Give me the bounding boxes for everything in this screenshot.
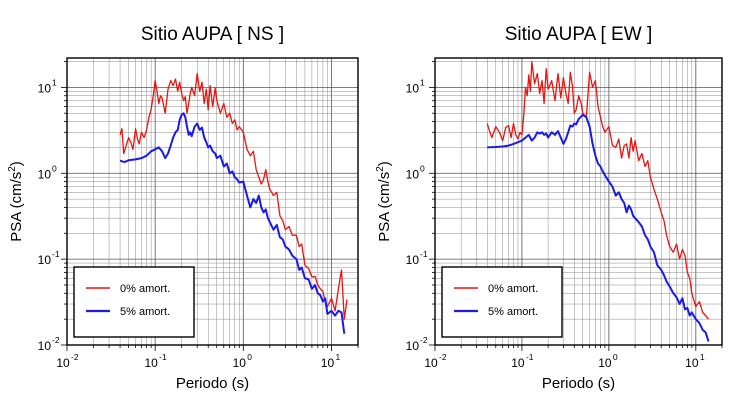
x-tick-label: 10 bbox=[56, 356, 70, 370]
y-tick-exponent: -1 bbox=[52, 249, 60, 259]
series-line-damping-0 bbox=[119, 72, 348, 320]
plot-frame bbox=[66, 57, 359, 346]
chart-title: Sitio AUPA [ NS ] bbox=[141, 24, 284, 45]
x-tick-label: 10 bbox=[424, 356, 438, 370]
y-tick-label: 10 bbox=[406, 253, 420, 267]
y-tick-exponent: -2 bbox=[420, 335, 428, 345]
y-tick-label: 10 bbox=[38, 167, 52, 181]
x-tick-exponent: -1 bbox=[526, 352, 534, 362]
legend: 0% amort. 5% amort. bbox=[73, 266, 195, 338]
grid bbox=[66, 58, 359, 346]
chart-panel-1: Sitio AUPA [ NS ]10 -2 10 -1 10 0 10 110 -210 -11… bbox=[7, 24, 359, 392]
chart-title: Sitio AUPA [ EW ] bbox=[505, 24, 652, 45]
y-tick-exponent: 0 bbox=[52, 163, 57, 173]
y-tick-label: 10 bbox=[406, 81, 420, 95]
x-tick-exponent: -2 bbox=[439, 352, 447, 362]
x-axis-label: Periodo (s) bbox=[176, 375, 249, 392]
plot-frame bbox=[434, 57, 723, 346]
legend-box bbox=[73, 266, 195, 338]
y-axis-label-end: ) bbox=[376, 161, 393, 166]
x-tick-label: 10 bbox=[144, 356, 158, 370]
legend: 0% amort. 5% amort. bbox=[441, 266, 563, 338]
y-tick-exponent: -2 bbox=[52, 335, 60, 345]
x-tick-exponent: -2 bbox=[71, 352, 79, 362]
y-tick-exponent: 1 bbox=[52, 77, 57, 87]
legend-label: 5% amort. bbox=[488, 306, 538, 318]
x-tick-label: 10 bbox=[233, 356, 247, 370]
y-tick-label: 10 bbox=[38, 253, 52, 267]
series-line-damping-5 bbox=[487, 113, 710, 342]
x-tick-exponent: 0 bbox=[613, 352, 618, 362]
y-tick-label: 10 bbox=[38, 81, 52, 95]
y-axis-label-main: PSA (cm/s bbox=[376, 172, 393, 242]
legend-label: 5% amort. bbox=[120, 306, 170, 318]
y-tick-exponent: 0 bbox=[420, 163, 425, 173]
legend-box bbox=[441, 266, 563, 338]
y-tick-exponent: -1 bbox=[420, 249, 428, 259]
y-axis-label-main: PSA (cm/s bbox=[8, 172, 25, 242]
series-line-damping-0 bbox=[486, 60, 710, 320]
x-tick-label: 10 bbox=[511, 356, 525, 370]
x-axis-label: Periodo (s) bbox=[542, 375, 615, 392]
chart-panel-2: Sitio AUPA [ EW ]10 -2 10 -1 10 0 10 110 -210 -11… bbox=[375, 24, 723, 392]
x-tick-label: 10 bbox=[321, 356, 335, 370]
legend-label: 0% amort. bbox=[120, 283, 170, 295]
y-tick-label: 10 bbox=[406, 339, 420, 353]
y-axis-label-sup: 2 bbox=[375, 166, 386, 172]
y-axis-label-sup: 2 bbox=[7, 166, 18, 172]
x-tick-exponent: -1 bbox=[159, 352, 167, 362]
x-tick-exponent: 1 bbox=[335, 352, 340, 362]
y-axis-label: PSA (cm/s2) bbox=[7, 161, 25, 242]
x-tick-label: 10 bbox=[598, 356, 612, 370]
legend-label: 0% amort. bbox=[488, 283, 538, 295]
y-tick-label: 10 bbox=[406, 167, 420, 181]
x-tick-label: 10 bbox=[685, 356, 699, 370]
y-tick-exponent: 1 bbox=[420, 77, 425, 87]
y-axis-label-end: ) bbox=[8, 161, 25, 166]
y-axis-label: PSA (cm/s2) bbox=[375, 161, 393, 242]
y-tick-label: 10 bbox=[38, 339, 52, 353]
x-tick-exponent: 0 bbox=[247, 352, 252, 362]
grid bbox=[434, 58, 723, 346]
series-line-damping-5 bbox=[119, 112, 346, 334]
x-tick-exponent: 1 bbox=[700, 352, 705, 362]
